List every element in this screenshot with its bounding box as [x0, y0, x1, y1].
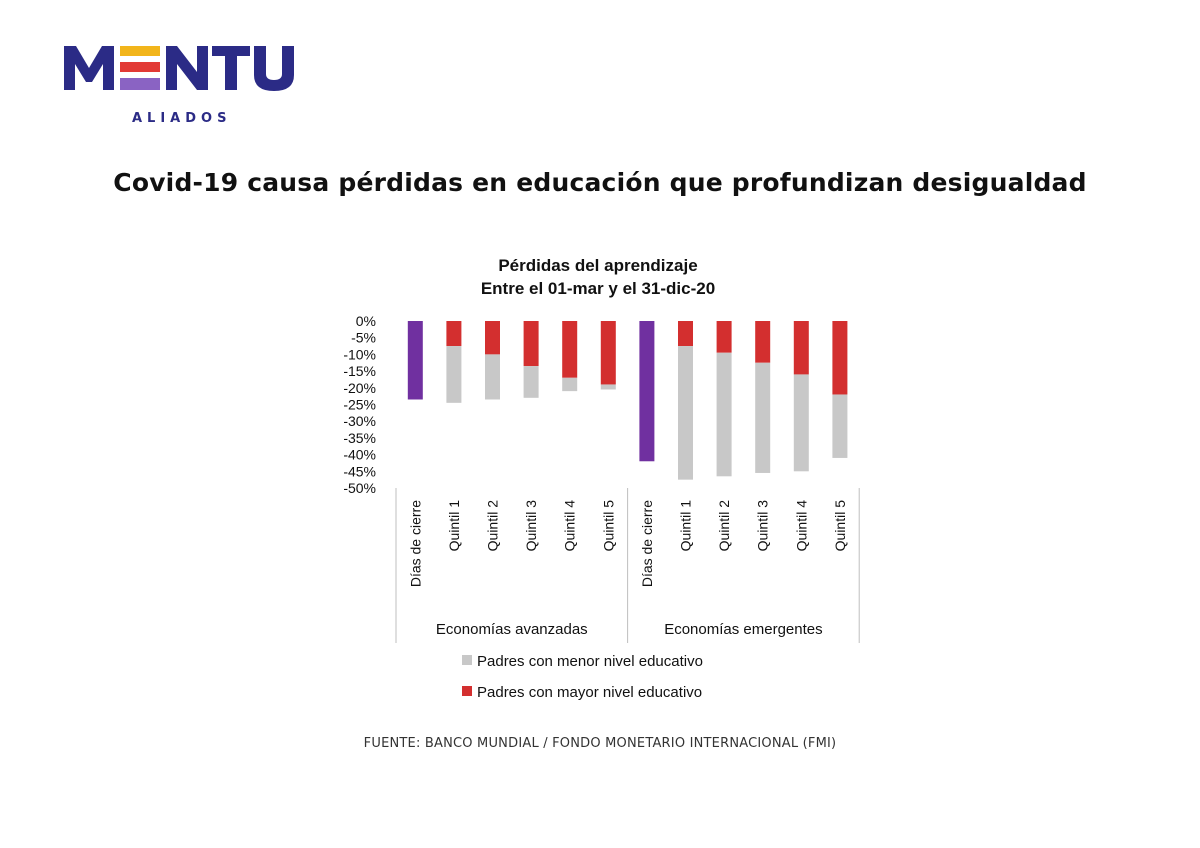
bar-mayor-nivel: [755, 321, 771, 363]
bar-menor-nivel: [755, 362, 771, 473]
y-tick-label: 0%: [356, 313, 376, 329]
y-tick-label: -35%: [343, 430, 376, 446]
bar-menor-nivel: [562, 377, 578, 392]
x-category-label: Quintil 5: [600, 500, 616, 552]
logo-letter-t: [212, 46, 250, 90]
bar-mayor-nivel: [523, 321, 539, 367]
x-category-label: Quintil 2: [485, 500, 501, 552]
logo-stripe-yellow: [120, 46, 160, 56]
y-tick-label: -30%: [343, 413, 376, 429]
x-category-label: Quintil 3: [755, 500, 771, 552]
y-tick-label: -50%: [343, 480, 376, 496]
chart-subtitle: Entre el 01-mar y el 31-dic-20: [481, 279, 715, 298]
bar-mayor-nivel: [716, 321, 732, 353]
x-category-label: Quintil 4: [793, 500, 809, 552]
logo-stripe-red: [120, 62, 160, 72]
bar-menor-nivel: [678, 346, 693, 480]
x-category-label: Quintil 5: [832, 500, 848, 552]
y-tick-label: -20%: [343, 380, 376, 396]
bar-chart: Pérdidas del aprendizaje Entre el 01-mar …: [343, 256, 860, 701]
bar-mayor-nivel: [832, 321, 848, 395]
logo-stripe-purple: [120, 78, 160, 90]
x-category-label: Quintil 4: [562, 500, 578, 552]
bar-menor-nivel: [793, 374, 809, 472]
bar-menor-nivel: [485, 354, 500, 400]
logo-tagline: ALIADOS: [132, 111, 231, 126]
y-tick-label: -45%: [343, 463, 376, 479]
y-tick-label: -15%: [343, 363, 376, 379]
y-tick-label: -10%: [343, 346, 376, 362]
x-category-label: Días de cierre: [407, 500, 423, 587]
source-note: FUENTE: BANCO MUNDIAL / FONDO MONETARIO …: [363, 736, 837, 751]
chart-title: Pérdidas del aprendizaje: [498, 256, 697, 275]
group-label: Economías avanzadas: [436, 621, 588, 638]
legend-label: Padres con menor nivel educativo: [477, 653, 703, 670]
logo-letter-m: [64, 46, 114, 90]
bar-mayor-nivel: [446, 321, 462, 347]
mentu-logo: ALIADOS: [62, 42, 302, 132]
logo-graphic: ALIADOS: [64, 46, 294, 126]
group-label: Economías emergentes: [664, 621, 822, 638]
x-category-label: Quintil 1: [446, 500, 462, 552]
chart-container: Pérdidas del aprendizaje Entre el 01-mar …: [320, 245, 880, 715]
bar-mayor-nivel: [485, 321, 500, 355]
bar-mayor-nivel: [793, 321, 809, 375]
bar-dias-de-cierre: [639, 321, 655, 462]
bar-mayor-nivel: [600, 321, 616, 385]
bar-dias-de-cierre: [407, 321, 423, 400]
x-category-label: Quintil 1: [678, 500, 694, 552]
legend-label: Padres con mayor nivel educativo: [477, 684, 702, 701]
y-tick-label: -40%: [343, 447, 376, 463]
bar-menor-nivel: [600, 384, 616, 390]
y-tick-label: -5%: [351, 330, 376, 346]
bar-mayor-nivel: [678, 321, 693, 347]
bar-menor-nivel: [446, 346, 462, 403]
bar-menor-nivel: [523, 366, 539, 398]
x-category-label: Quintil 2: [716, 500, 732, 552]
logo-letter-u: [254, 46, 294, 91]
logo-letter-n: [166, 46, 208, 90]
legend-swatch: [462, 655, 472, 665]
bar-menor-nivel: [832, 394, 848, 458]
bar-mayor-nivel: [562, 321, 578, 378]
bar-menor-nivel: [716, 352, 732, 477]
headline: Covid-19 causa pérdidas en educación que…: [113, 168, 1087, 197]
legend-swatch: [462, 686, 472, 696]
x-category-label: Quintil 3: [523, 500, 539, 552]
x-category-label: Días de cierre: [639, 500, 655, 587]
y-tick-label: -25%: [343, 397, 376, 413]
